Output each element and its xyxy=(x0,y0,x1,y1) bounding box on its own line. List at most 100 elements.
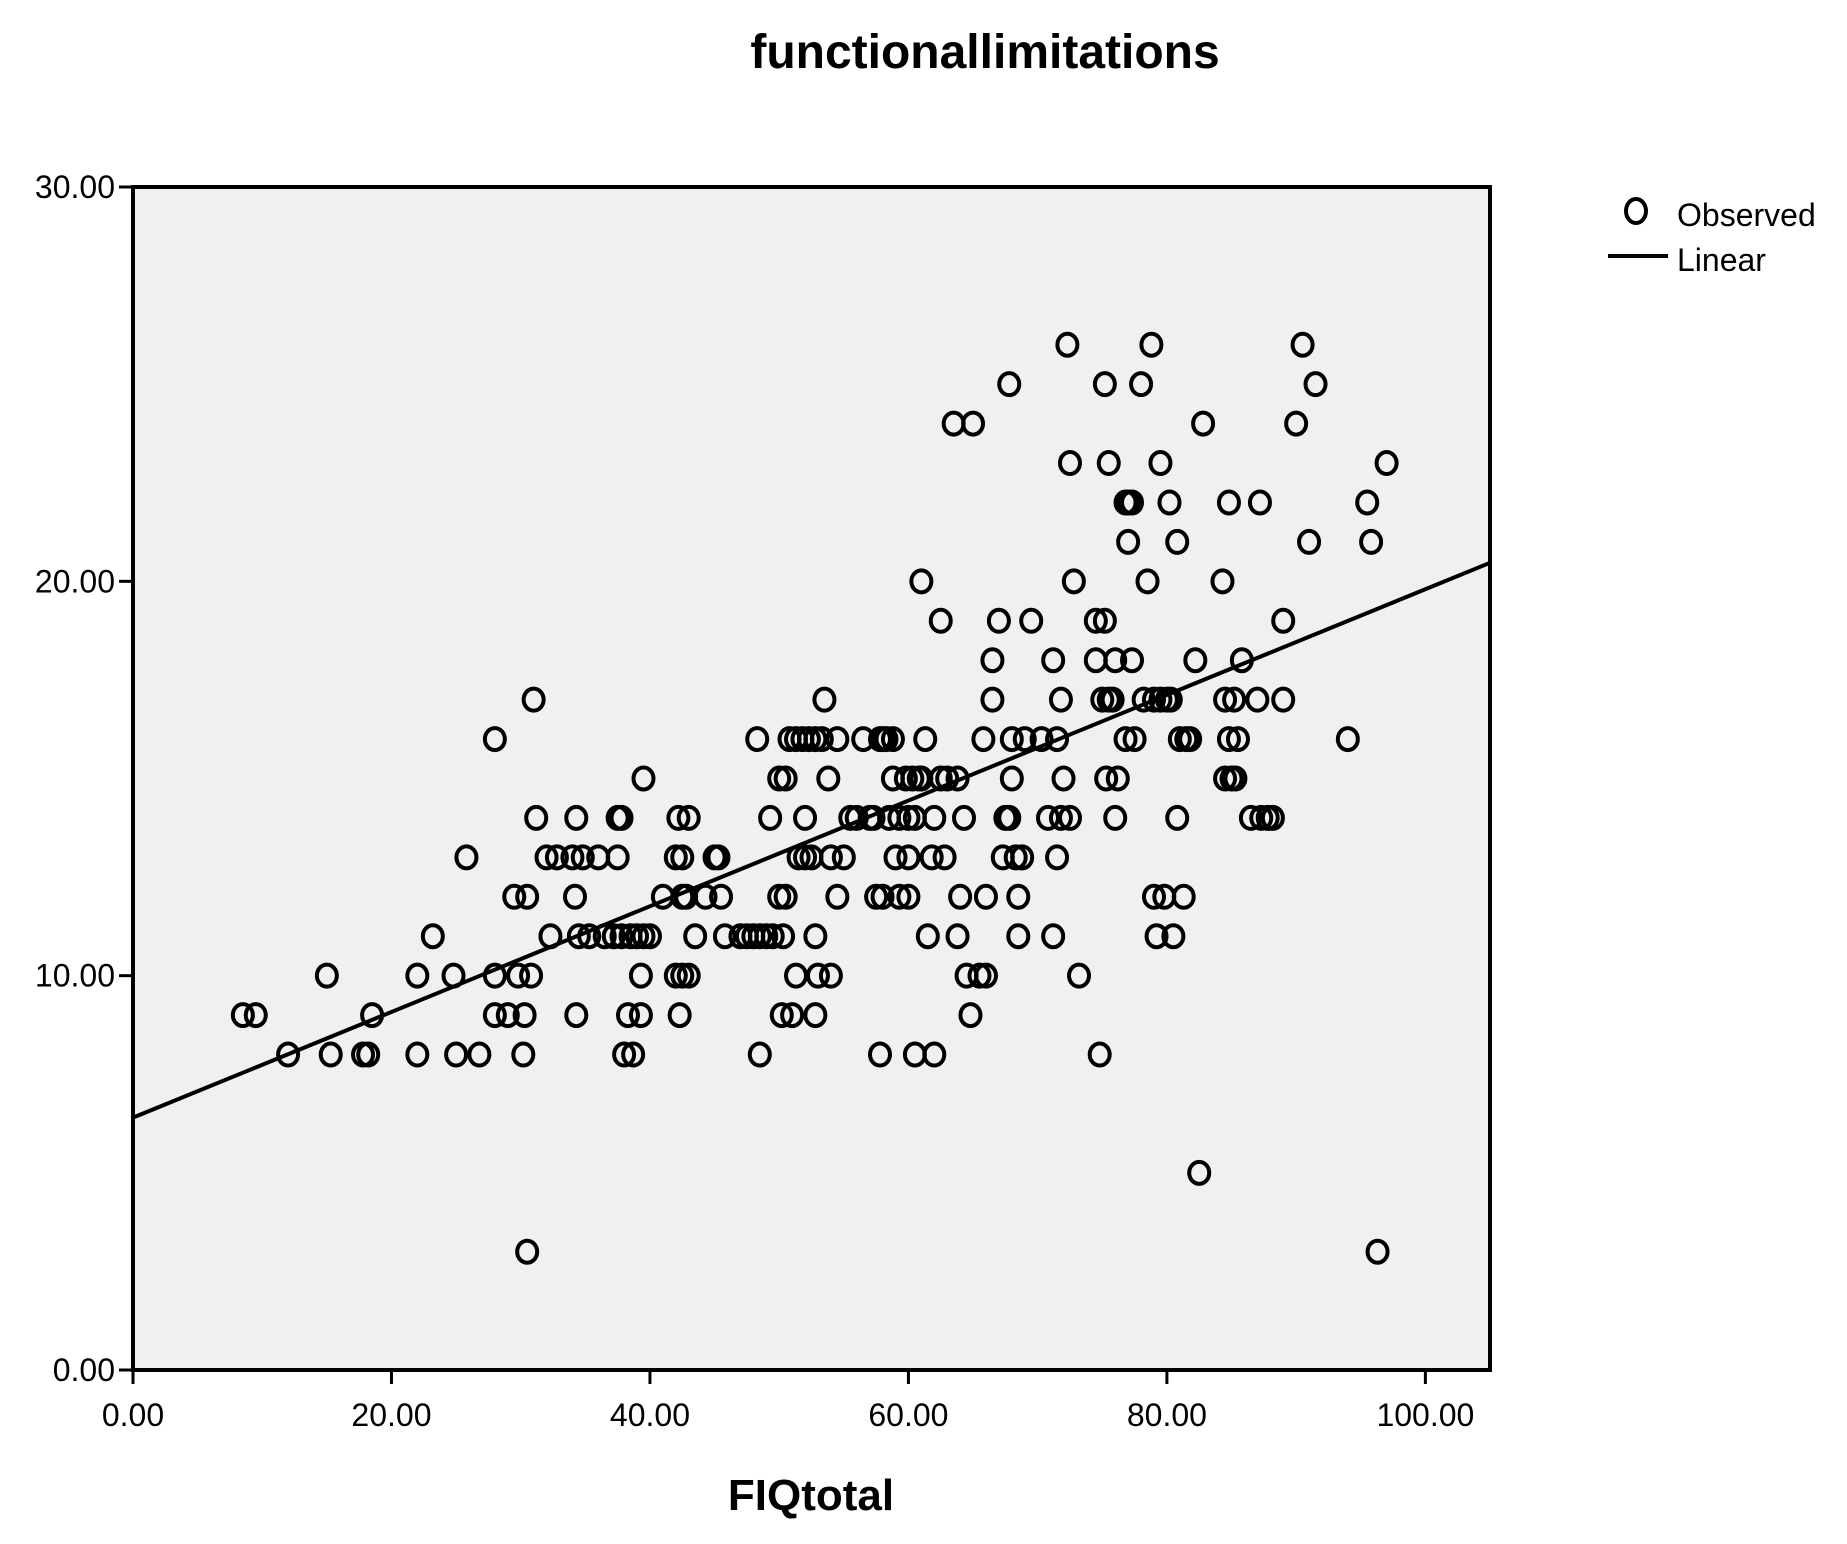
data-point xyxy=(1297,528,1322,555)
data-point xyxy=(1365,1238,1390,1265)
data-point xyxy=(896,883,921,910)
data-point xyxy=(1216,726,1241,753)
data-point xyxy=(861,804,886,831)
data-point xyxy=(1041,647,1066,674)
data-point xyxy=(706,844,731,871)
data-point xyxy=(818,962,843,989)
x-tick-label: 80.00 xyxy=(1127,1397,1207,1433)
data-point xyxy=(793,844,818,871)
data-point xyxy=(900,765,925,792)
data-point xyxy=(1213,765,1238,792)
data-point xyxy=(420,923,445,950)
data-point xyxy=(693,883,718,910)
data-point xyxy=(809,726,834,753)
data-point xyxy=(825,883,850,910)
data-point xyxy=(922,804,947,831)
data-point xyxy=(444,1041,469,1068)
data-point xyxy=(1210,568,1235,595)
x-tick-label: 40.00 xyxy=(610,1397,690,1433)
data-point xyxy=(521,686,546,713)
y-tick-label: 0.00 xyxy=(53,1352,115,1388)
fit-line-group xyxy=(132,560,1491,1120)
plot-area xyxy=(131,185,1492,1372)
data-point xyxy=(831,844,856,871)
data-point xyxy=(1222,686,1247,713)
data-point xyxy=(1092,371,1117,398)
data-point xyxy=(683,923,708,950)
data-point xyxy=(1183,647,1208,674)
data-point xyxy=(1092,607,1117,634)
data-point xyxy=(997,371,1022,398)
x-axis-label: FIQtotal xyxy=(728,1471,894,1520)
data-point xyxy=(1006,923,1031,950)
data-point xyxy=(793,804,818,831)
data-point xyxy=(1135,568,1160,595)
data-point xyxy=(1171,883,1196,910)
data-point xyxy=(318,1041,343,1068)
data-point xyxy=(243,1002,268,1029)
data-point xyxy=(1191,410,1216,437)
data-point xyxy=(1335,726,1360,753)
y-tick-label: 20.00 xyxy=(35,563,115,599)
data-point xyxy=(1158,686,1183,713)
data-point xyxy=(1141,686,1166,713)
data-point xyxy=(1157,489,1182,516)
data-point xyxy=(803,1002,828,1029)
data-point xyxy=(1100,686,1125,713)
data-point xyxy=(515,883,540,910)
data-point xyxy=(1103,647,1128,674)
data-point xyxy=(1260,804,1285,831)
data-point xyxy=(1245,686,1270,713)
data-point xyxy=(945,765,970,792)
data-point xyxy=(767,765,792,792)
x-tick-label: 60.00 xyxy=(868,1397,948,1433)
data-point xyxy=(524,804,549,831)
data-point xyxy=(803,923,828,950)
data-point xyxy=(1213,686,1238,713)
data-point xyxy=(1087,1041,1112,1068)
data-point xyxy=(980,686,1005,713)
data-point xyxy=(818,844,843,871)
data-point xyxy=(816,765,841,792)
data-point xyxy=(1247,489,1272,516)
data-point xyxy=(896,804,921,831)
data-point xyxy=(1094,765,1119,792)
data-point xyxy=(919,844,944,871)
data-point xyxy=(760,923,785,950)
data-point xyxy=(922,1041,947,1068)
data-point xyxy=(844,804,869,831)
data-point xyxy=(874,726,899,753)
data-point xyxy=(605,844,630,871)
data-point xyxy=(1178,726,1203,753)
data-point xyxy=(670,962,695,989)
data-point xyxy=(592,923,617,950)
data-point xyxy=(915,923,940,950)
data-point xyxy=(1041,923,1066,950)
data-point xyxy=(506,962,531,989)
data-point xyxy=(767,883,792,910)
data-point xyxy=(628,1002,653,1029)
data-point xyxy=(997,804,1022,831)
data-point xyxy=(564,1002,589,1029)
data-point xyxy=(495,1002,520,1029)
data-point xyxy=(1131,686,1156,713)
data-point xyxy=(932,844,957,871)
data-point xyxy=(1303,371,1328,398)
data-point xyxy=(512,1002,537,1029)
data-point xyxy=(360,1002,385,1029)
data-point xyxy=(747,1041,772,1068)
data-point xyxy=(1055,331,1080,358)
data-point xyxy=(1057,804,1082,831)
data-point xyxy=(577,923,602,950)
data-point xyxy=(999,726,1024,753)
data-point xyxy=(1045,844,1070,871)
data-point xyxy=(928,765,953,792)
data-point xyxy=(1061,568,1086,595)
data-point xyxy=(314,962,339,989)
data-point xyxy=(747,923,772,950)
data-point xyxy=(961,410,986,437)
y-tick-label: 10.00 xyxy=(35,958,115,994)
data-point xyxy=(1057,450,1082,477)
data-point xyxy=(864,883,889,910)
